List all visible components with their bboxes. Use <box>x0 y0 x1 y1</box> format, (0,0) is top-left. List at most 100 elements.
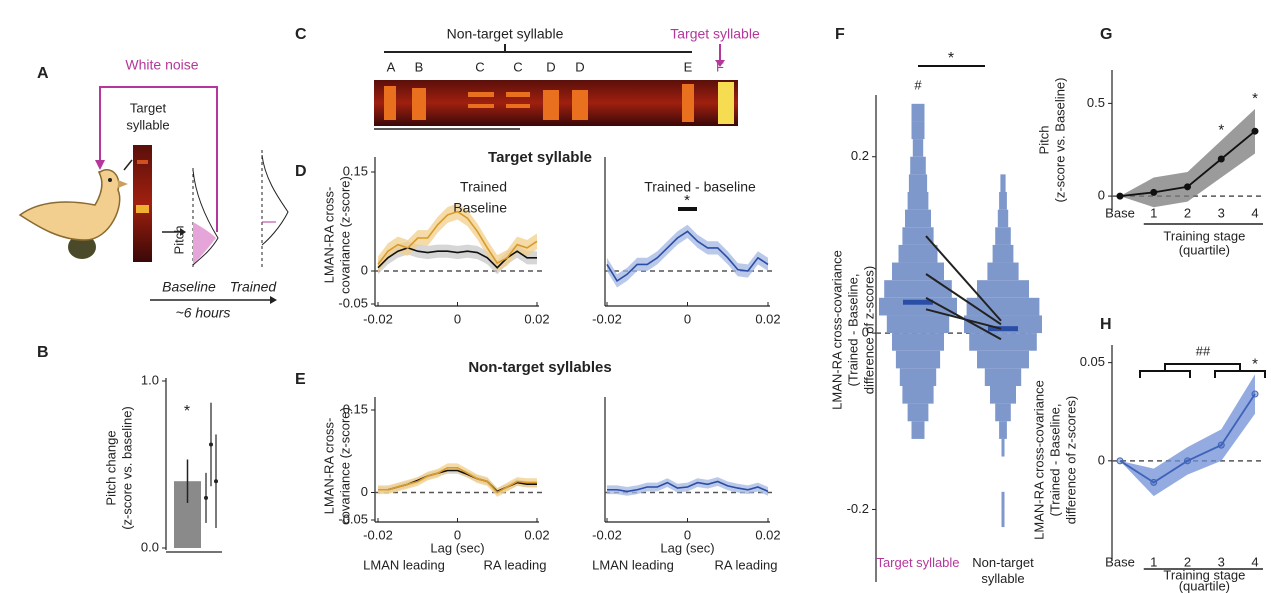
point <box>209 442 213 447</box>
condition-label: Trained <box>230 279 278 295</box>
x-axis-label: (quartile) <box>1179 578 1230 593</box>
perch <box>68 235 96 259</box>
histogram-bin <box>902 227 934 245</box>
x-tick-label: 0 <box>454 311 461 326</box>
histogram-bin <box>892 262 944 281</box>
point <box>1217 441 1225 449</box>
x-axis-label: Lag (sec) <box>430 540 484 555</box>
significance: ## <box>1196 343 1211 358</box>
duration-label: ~6 hours <box>176 305 231 321</box>
y-tick-label: 0 <box>862 325 869 340</box>
histogram-bin <box>990 386 1016 404</box>
panel-label: F <box>835 26 845 43</box>
histogram-bin <box>898 244 938 263</box>
x-tick-label: 0.02 <box>755 527 780 542</box>
target-label: Target syllable <box>670 26 760 42</box>
paired-line <box>925 296 1002 341</box>
spectrogram-band <box>137 160 148 164</box>
y-axis-label: LMAN-RA cross- <box>321 418 336 515</box>
y-axis-label: covariance (z-score) <box>337 176 352 294</box>
y-tick-label: 0 <box>1098 452 1105 467</box>
baseline-distribution <box>192 169 219 266</box>
point <box>1184 457 1191 465</box>
panel-label: C <box>295 26 307 43</box>
point <box>214 479 218 484</box>
y-tick-label: 0.0 <box>141 539 159 554</box>
legend-label: Baseline <box>453 200 507 216</box>
y-tick-label: 0.5 <box>1087 95 1105 110</box>
series-line <box>607 480 769 493</box>
x-axis-label: (quartile) <box>1179 242 1230 257</box>
point <box>1116 457 1124 465</box>
x-tick-label: 0.02 <box>524 311 549 326</box>
x-tick-label: 2 <box>1184 554 1191 569</box>
y-axis-label: (Trained - Baseline, <box>845 274 860 387</box>
histogram-bin <box>910 156 926 175</box>
non-target-label: Non-target syllable <box>447 26 564 42</box>
category-label: Target syllable <box>876 555 960 570</box>
significance: * <box>948 50 954 67</box>
y-tick-label: 0 <box>361 484 368 499</box>
point <box>1251 390 1259 398</box>
syllable-letter: A <box>387 59 396 74</box>
y-axis-label: LMAN-RA cross-covariance <box>829 250 844 410</box>
target-arrow-head <box>715 60 725 67</box>
histogram-bin <box>966 297 1040 316</box>
mean-bar <box>903 299 933 305</box>
chart-title: Non-target syllables <box>468 359 611 376</box>
histogram-bin <box>977 350 1029 369</box>
target-label: syllable <box>126 117 169 132</box>
x-tick-label: Base <box>1105 554 1135 569</box>
syllable-letter: F <box>716 59 724 74</box>
significance: # <box>914 77 922 92</box>
series-line <box>377 210 538 265</box>
y-axis-label: (z-score vs. baseline) <box>119 406 134 530</box>
lead-label: LMAN leading <box>592 557 674 572</box>
noise-arrow <box>95 160 105 170</box>
x-tick-label: 0 <box>454 527 461 542</box>
y-axis-label: (Trained - Baseline, <box>1047 404 1062 517</box>
confidence-band <box>607 224 768 288</box>
x-tick-label: Base <box>1105 205 1135 220</box>
syllable-spectrogram <box>133 145 152 262</box>
lead-label: RA leading <box>484 557 547 572</box>
panel-label: G <box>1100 26 1112 43</box>
y-axis-label: LMAN-RA cross-covariance <box>1031 380 1046 540</box>
bird-eye <box>108 178 112 182</box>
y-axis-label: difference of z-scores) <box>1063 396 1078 524</box>
histogram-bin <box>997 209 1009 228</box>
histogram-bin <box>912 139 924 157</box>
x-axis-label: Training stage <box>1163 228 1245 243</box>
x-tick-label: 4 <box>1251 205 1258 220</box>
condition-label: Baseline <box>162 279 216 295</box>
histogram-bin <box>911 421 925 439</box>
histogram-bin <box>977 280 1029 298</box>
noise-bracket <box>99 86 218 232</box>
syllable-letter: E <box>684 59 693 74</box>
point <box>1217 155 1225 163</box>
chart-title: Target syllable <box>488 149 592 166</box>
histogram-bin <box>992 244 1014 263</box>
histogram-bin <box>995 227 1011 245</box>
panel-label: B <box>37 344 49 361</box>
spectrogram-features <box>384 84 694 122</box>
lead-label: RA leading <box>715 557 778 572</box>
significance: * <box>184 403 190 420</box>
histogram-bin <box>911 121 925 140</box>
histogram-bin <box>999 192 1007 210</box>
beak <box>118 180 128 188</box>
target-syllable-spectrogram <box>718 82 734 124</box>
x-axis-label: Training stage <box>1163 567 1245 582</box>
point <box>1150 478 1158 486</box>
significance-bar <box>678 207 697 211</box>
y-tick-label: 0.15 <box>343 401 368 416</box>
histogram-bin <box>1001 491 1005 510</box>
series-line <box>1119 393 1256 484</box>
legend-label: Trained - baseline <box>644 179 756 195</box>
point <box>1150 188 1158 196</box>
series-line <box>378 466 537 494</box>
y-tick-label: -0.05 <box>338 511 368 526</box>
histogram-bin <box>884 280 952 298</box>
